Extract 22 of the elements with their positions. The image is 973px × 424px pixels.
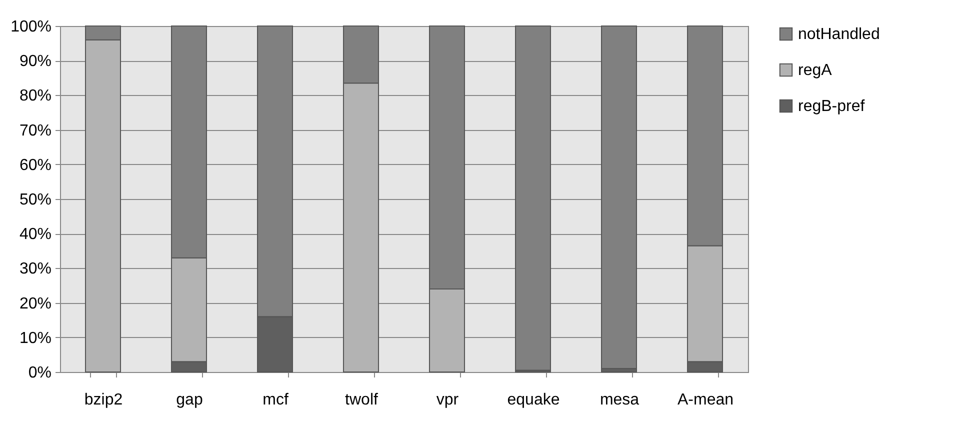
x-tick-label: mesa xyxy=(600,392,640,408)
y-tick-label: 0% xyxy=(28,364,52,382)
legend-label: notHandled xyxy=(798,26,880,43)
x-tick-label: equake xyxy=(507,392,560,408)
y-tick-label: 50% xyxy=(19,192,52,208)
x-tick-label: twolf xyxy=(345,392,378,408)
x-tick-label: gap xyxy=(176,392,203,408)
y-tick-label: 90% xyxy=(19,53,52,70)
legend-label: regB-pref xyxy=(798,98,866,115)
y-tick-label: 100% xyxy=(10,18,52,36)
y-tick-label: 20% xyxy=(19,295,52,312)
x-tick-label: mcf xyxy=(262,392,289,408)
y-tick-label: 80% xyxy=(19,88,52,105)
x-tick-label: bzip2 xyxy=(84,392,123,408)
y-tick-label: 30% xyxy=(19,260,52,278)
y-tick-label: 60% xyxy=(19,156,52,174)
x-tick-label: A-mean xyxy=(677,392,734,408)
y-tick-label: 10% xyxy=(19,330,52,347)
y-tick-label: 70% xyxy=(19,122,52,140)
y-tick-label: 40% xyxy=(19,226,52,244)
x-tick-label: vpr xyxy=(436,392,460,408)
legend-label: regA xyxy=(798,62,832,79)
